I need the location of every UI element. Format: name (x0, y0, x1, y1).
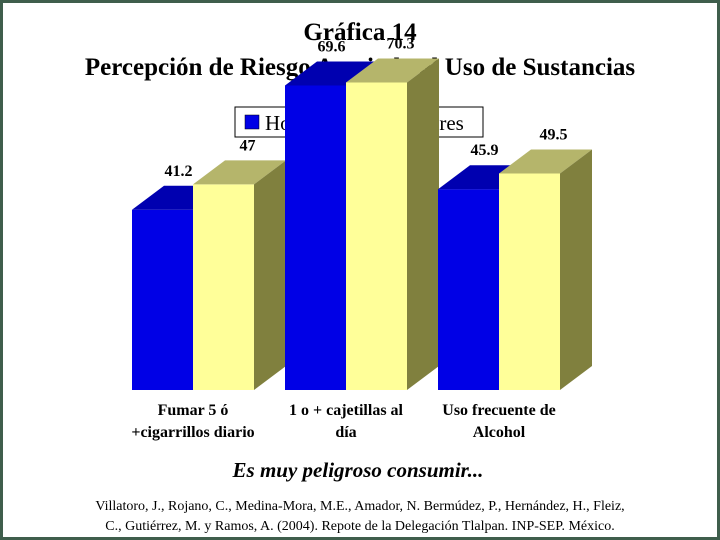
legend-swatch-hombres (244, 114, 260, 130)
data-label-mujeres-2: 49.5 (540, 126, 568, 143)
bar-front (193, 184, 254, 390)
bar-mujeres-0 (193, 160, 286, 390)
bar-front (346, 82, 407, 390)
bar-top (285, 61, 378, 86)
x-tick-label-2-line-0: Uso frecuente de (442, 402, 555, 419)
x-tick-label-0-line-0: Fumar 5 ó (158, 402, 229, 419)
bar-mujeres-2 (499, 149, 592, 390)
plot-area (132, 58, 592, 390)
x-tick-label-2-line-1: Alcohol (473, 424, 526, 441)
x-tick-label-1-line-1: día (335, 424, 356, 441)
data-label-mujeres-1: 70.3 (387, 35, 415, 52)
data-label-hombres-2: 45.9 (471, 142, 499, 159)
bar-side (560, 149, 592, 390)
bar-side (254, 160, 286, 390)
value-labels: 41.2 47 69.6 70.3 45.9 49.5 (165, 35, 568, 179)
caption: Es muy peligroso consumir... (232, 458, 484, 482)
x-axis-tick-labels: Fumar 5 ó +cigarrillos diario 1 o + cajeti… (131, 402, 555, 441)
bar-front (132, 209, 193, 390)
bar-side (407, 58, 439, 390)
data-label-mujeres-0: 47 (240, 137, 256, 154)
source-line-2: C., Gutiérrez, M. y Ramos, A. (2004). Re… (105, 519, 614, 534)
x-tick-label-1-line-0: 1 o + cajetillas al (289, 402, 404, 419)
bar-mujeres-1 (346, 58, 439, 390)
bar-front (438, 189, 499, 390)
x-tick-label-0-line-1: +cigarrillos diario (131, 424, 254, 441)
bar-top (193, 160, 286, 185)
bar-top (499, 149, 592, 174)
data-label-hombres-0: 41.2 (165, 163, 193, 180)
data-label-hombres-1: 69.6 (318, 39, 346, 56)
bar-front (499, 173, 560, 390)
bar-top (346, 58, 439, 83)
bar-front (285, 85, 346, 390)
chart-title: Gráfica 14 (303, 19, 417, 46)
source-line-1: Villatoro, J., Rojano, C., Medina-Mora, … (95, 499, 624, 514)
